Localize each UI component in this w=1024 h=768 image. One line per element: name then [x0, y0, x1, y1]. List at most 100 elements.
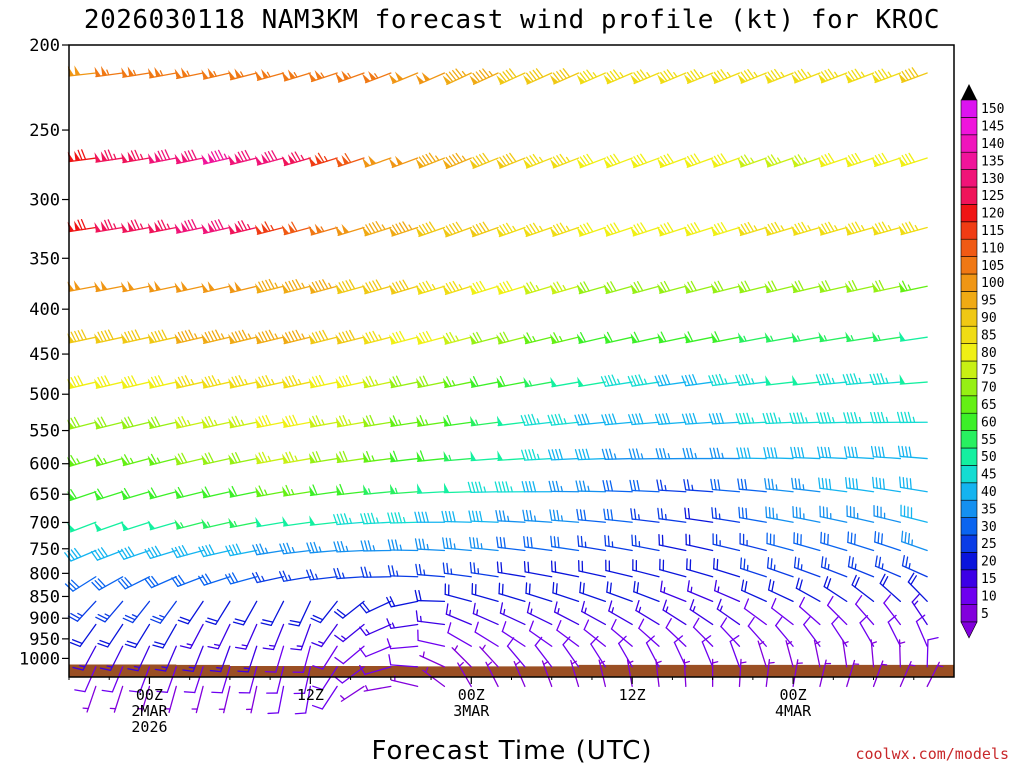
wind-barb	[897, 445, 928, 460]
wind-barb	[174, 375, 204, 389]
wind-barb	[570, 659, 580, 688]
wind-barb	[128, 666, 151, 693]
wind-barb	[496, 415, 526, 427]
wind-barb	[737, 332, 767, 343]
wind-barb	[174, 519, 204, 530]
wind-barb	[470, 450, 499, 462]
wind-barb	[281, 151, 312, 167]
colorbar-swatch	[960, 291, 978, 310]
wind-barb	[819, 505, 848, 523]
wind-barb	[521, 449, 553, 461]
wind-barb	[282, 516, 312, 527]
wind-barb	[308, 451, 338, 464]
wind-barb	[237, 645, 258, 673]
wind-barb	[441, 510, 472, 523]
wind-barb	[101, 666, 124, 693]
wind-barb	[818, 331, 848, 343]
wind-barb	[308, 329, 338, 345]
wind-barb	[497, 450, 526, 462]
wind-barb	[747, 616, 767, 647]
colorbar-swatch	[960, 482, 978, 501]
wind-barb	[308, 69, 338, 83]
colorbar-label: 110	[981, 241, 1004, 256]
wind-barb	[228, 149, 258, 166]
wind-barb	[309, 484, 338, 497]
wind-barb	[817, 446, 848, 460]
wind-barb	[308, 279, 338, 294]
wind-barb	[874, 555, 902, 578]
wind-barb	[708, 373, 741, 387]
wind-barb	[309, 515, 338, 526]
wind-barb	[684, 331, 714, 344]
colorbar-label: 65	[981, 398, 997, 413]
wind-barb	[603, 508, 633, 523]
colorbar-swatch	[960, 343, 978, 362]
wind-barb	[898, 280, 928, 293]
wind-barb	[67, 489, 97, 502]
wind-barb	[711, 331, 741, 344]
wind-barb	[67, 280, 97, 292]
wind-barb	[701, 635, 714, 668]
wind-barb	[712, 533, 741, 552]
wind-barb	[174, 486, 204, 499]
wind-barb	[171, 574, 204, 588]
wind-barb	[901, 530, 928, 552]
wind-barb	[388, 71, 419, 84]
wind-barb	[844, 152, 875, 168]
wind-barb	[124, 623, 151, 649]
colorbar-swatch	[960, 151, 978, 170]
wind-barb	[872, 476, 902, 493]
wind-barb	[443, 450, 472, 462]
wind-barb	[308, 223, 338, 236]
wind-barb	[792, 659, 803, 688]
colorbar-swatch	[960, 534, 978, 553]
wind-barb	[415, 72, 446, 85]
wind-barb	[201, 415, 231, 429]
wind-barb	[334, 600, 365, 619]
wind-barb	[359, 645, 392, 658]
wind-barb	[451, 645, 472, 668]
wind-barb	[281, 329, 312, 345]
wind-barb	[362, 414, 392, 428]
wind-barb	[389, 375, 419, 389]
wind-barb	[579, 581, 607, 603]
wind-barb	[574, 448, 607, 461]
wind-barb	[228, 485, 258, 498]
wind-barb	[67, 65, 97, 77]
colorbar-label: 80	[981, 346, 997, 361]
wind-barb	[818, 477, 848, 493]
wind-barb	[117, 546, 151, 560]
wind-barb	[887, 614, 902, 647]
wind-barb	[874, 531, 902, 552]
wind-barb	[562, 636, 580, 668]
wind-barb	[657, 331, 687, 344]
wind-barb	[474, 621, 499, 647]
wind-barb	[255, 485, 285, 498]
wind-barb	[191, 685, 204, 714]
wind-barb	[335, 223, 365, 236]
wind-barb	[164, 685, 177, 714]
y-tick-label: 350	[29, 249, 60, 269]
wind-barb	[177, 600, 204, 625]
colorbar-swatch	[960, 604, 978, 623]
wind-barb	[388, 654, 419, 668]
wind-barb	[310, 600, 338, 624]
colorbar-swatch	[960, 238, 978, 257]
wind-barb	[901, 554, 928, 578]
wind-barb	[469, 221, 499, 238]
wind-barb	[713, 557, 741, 578]
wind-barb	[228, 329, 258, 345]
wind-barb	[335, 450, 365, 464]
wind-barb	[757, 640, 767, 668]
wind-barb	[628, 413, 660, 426]
wind-barb	[496, 280, 526, 295]
wind-barb	[522, 281, 553, 295]
wind-barb	[228, 415, 258, 429]
wind-barb	[333, 567, 365, 580]
wind-barb	[692, 617, 714, 647]
wind-barb	[147, 416, 177, 430]
wind-barb	[790, 446, 821, 460]
wind-barb	[499, 602, 526, 626]
wind-barb	[765, 375, 794, 386]
wind-barb	[576, 508, 607, 523]
